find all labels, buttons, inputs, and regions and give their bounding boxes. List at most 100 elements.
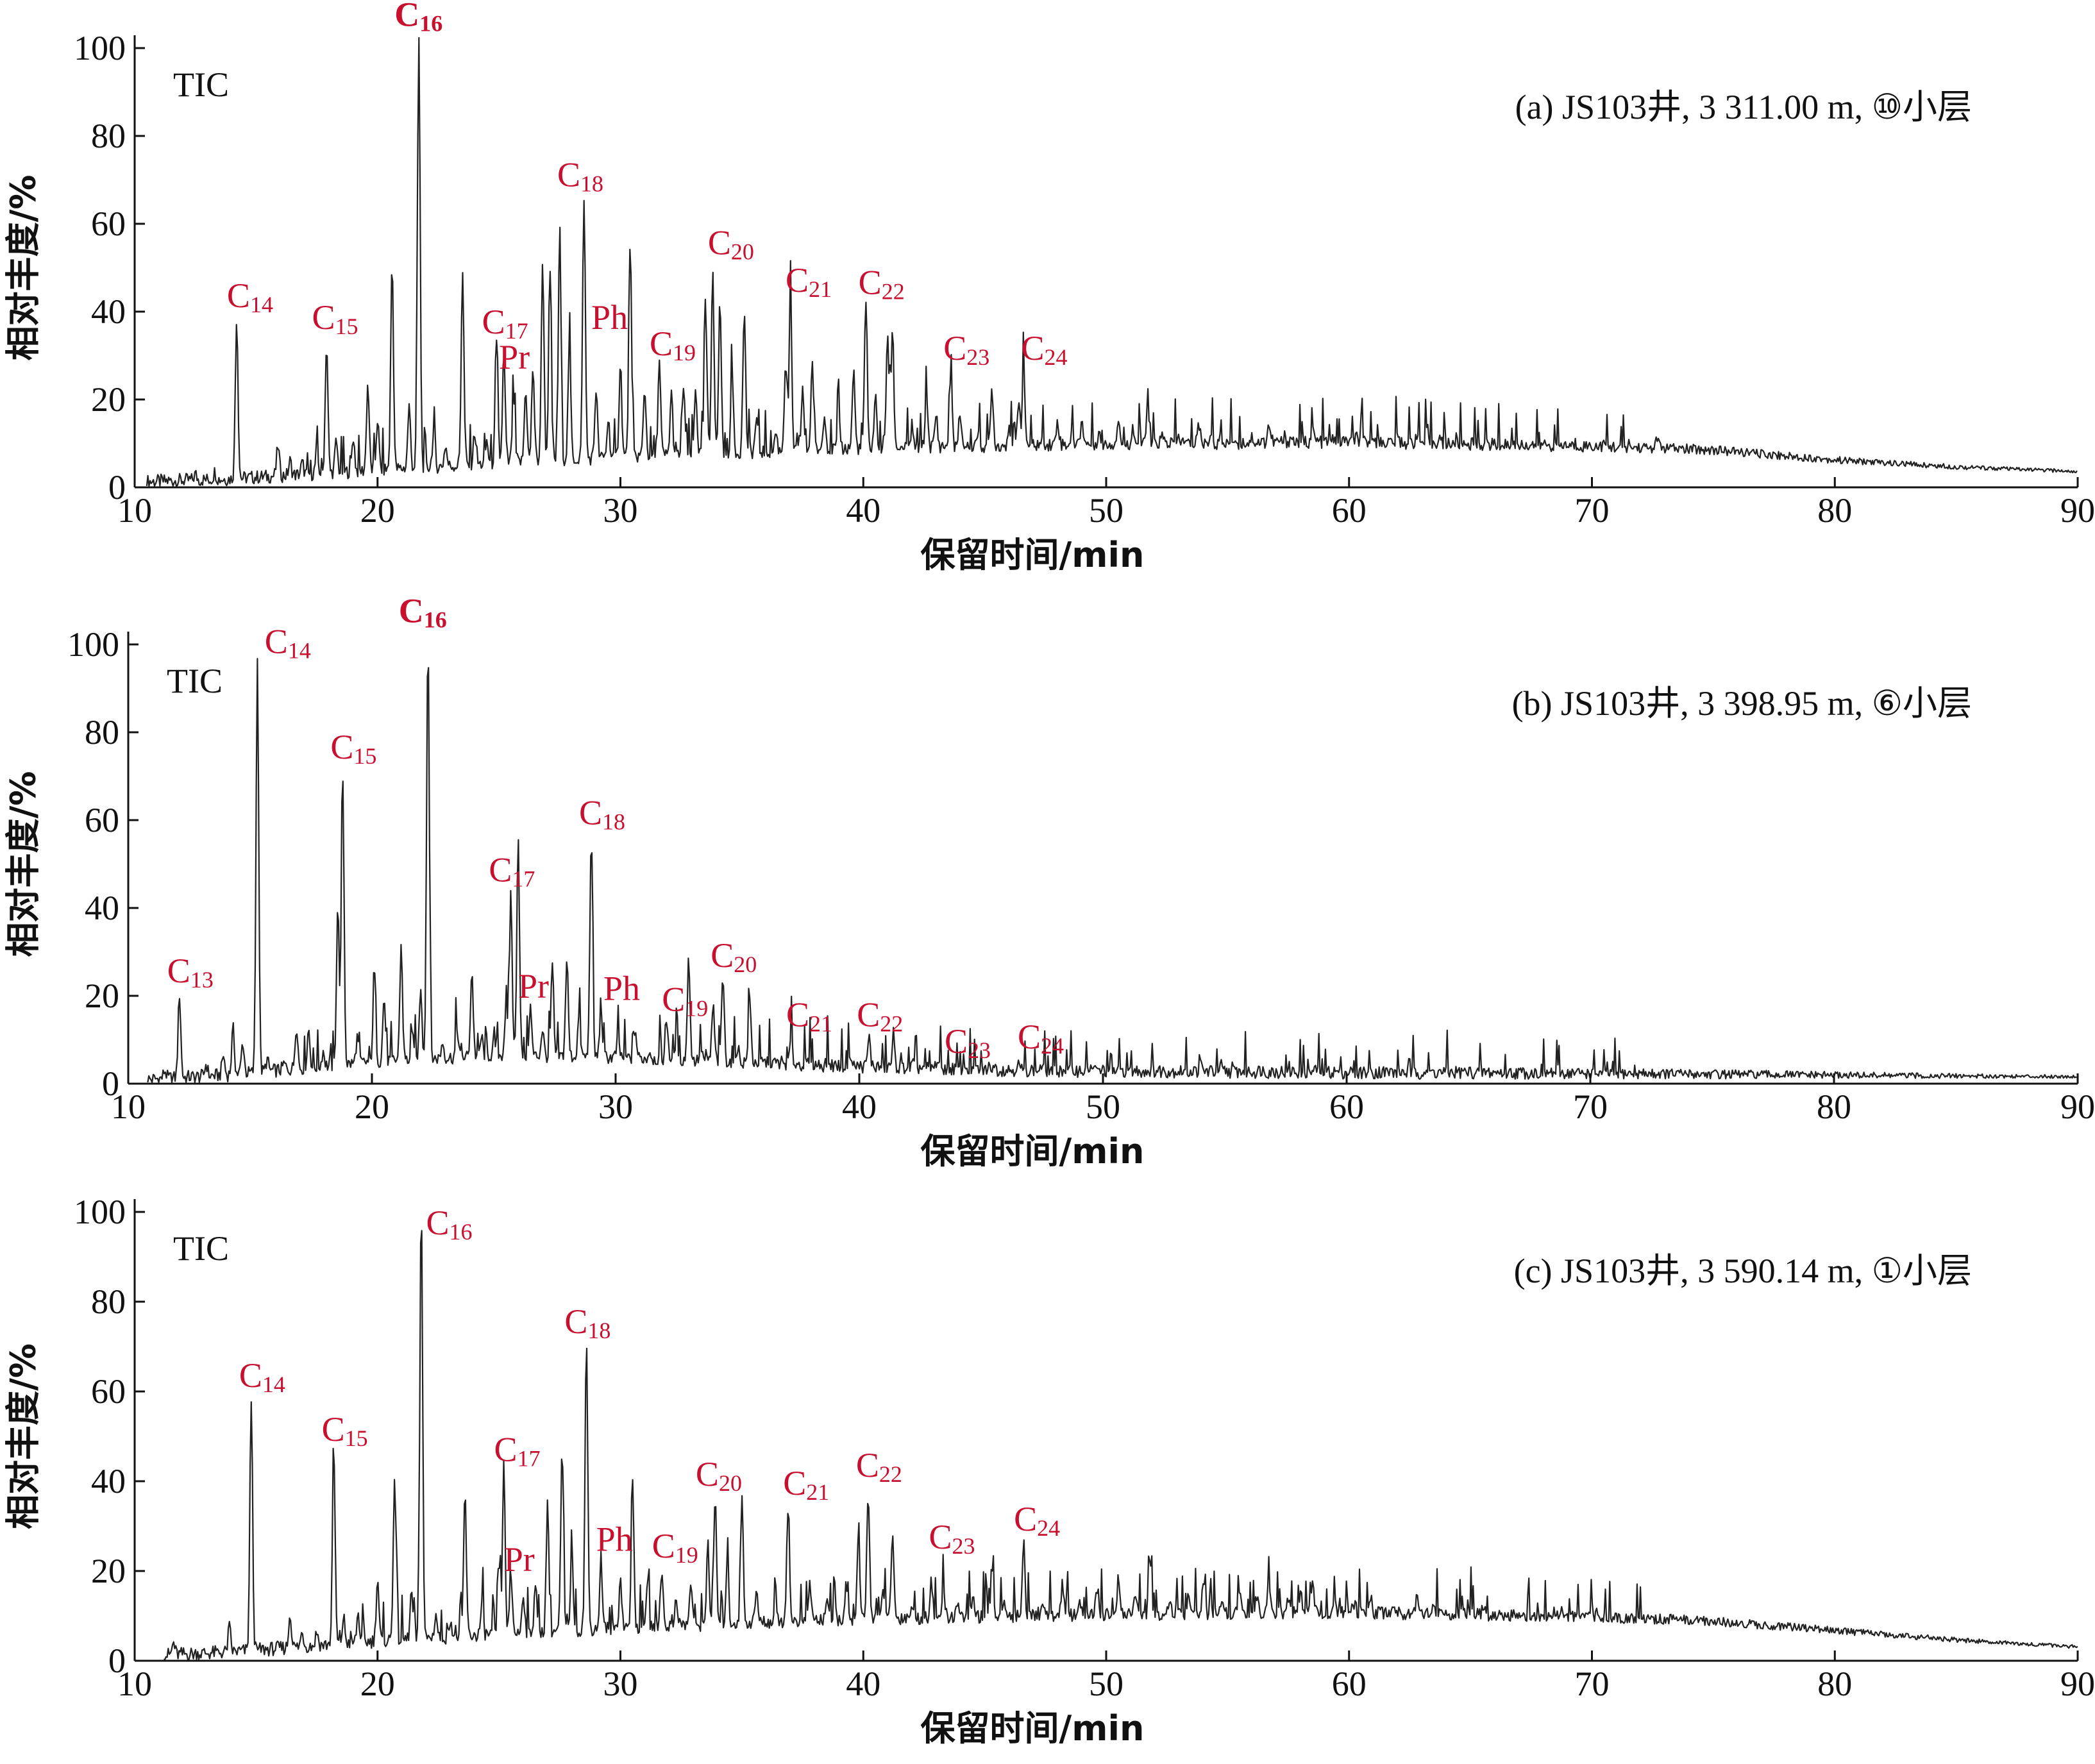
x-tick-label: 40 bbox=[842, 1088, 877, 1126]
x-tick-label: 70 bbox=[1575, 1665, 1610, 1703]
y-axis-label: 相对丰度/% bbox=[3, 1343, 44, 1529]
x-tick-label: 90 bbox=[2060, 1665, 2095, 1703]
peak-label: C20 bbox=[711, 936, 757, 977]
peak-label: C18 bbox=[557, 155, 603, 196]
y-tick-label: 80 bbox=[91, 1282, 126, 1321]
peak-label: Pr bbox=[499, 338, 530, 376]
peak-label: Ph bbox=[596, 1520, 633, 1559]
x-tick-label: 10 bbox=[111, 1088, 146, 1126]
x-tick-label: 30 bbox=[603, 1665, 638, 1703]
x-tick-label: 90 bbox=[2060, 1088, 2095, 1126]
peak-label: C23 bbox=[943, 329, 989, 370]
y-tick-label: 20 bbox=[91, 380, 126, 419]
peak-label: C23 bbox=[945, 1022, 991, 1063]
peak-label: C18 bbox=[564, 1302, 610, 1343]
trace-label: TIC bbox=[167, 662, 223, 700]
y-tick-label: 0 bbox=[108, 468, 126, 507]
y-tick-label: 0 bbox=[108, 1642, 126, 1680]
panel-title: (a) JS103井, 3 311.00 m, ⑩小层 bbox=[1515, 88, 1972, 126]
x-tick-label: 50 bbox=[1086, 1088, 1120, 1126]
x-tick-label: 30 bbox=[603, 491, 638, 530]
y-tick-label: 60 bbox=[85, 801, 119, 839]
peak-label: C22 bbox=[857, 996, 903, 1037]
x-tick-label: 90 bbox=[2060, 491, 2095, 530]
y-tick-label: 60 bbox=[91, 205, 126, 243]
y-tick-label: 40 bbox=[85, 889, 119, 927]
x-axis-label: 保留时间/min bbox=[921, 535, 1145, 575]
peak-label: C21 bbox=[786, 996, 832, 1037]
peak-label: C16 bbox=[426, 1204, 473, 1245]
peak-label: C15 bbox=[322, 1410, 368, 1451]
peak-label: C21 bbox=[786, 261, 832, 302]
peak-label: C13 bbox=[167, 952, 214, 993]
y-axis-label: 相对丰度/% bbox=[3, 771, 44, 957]
y-tick-label: 20 bbox=[85, 977, 119, 1015]
peak-label: C14 bbox=[227, 276, 273, 317]
y-tick-label: 100 bbox=[74, 29, 126, 67]
y-tick-label: 80 bbox=[91, 117, 126, 155]
y-tick-label: 20 bbox=[91, 1552, 126, 1590]
peak-label: C24 bbox=[1018, 1018, 1064, 1059]
peak-label: C19 bbox=[650, 324, 696, 365]
x-tick-label: 20 bbox=[360, 1665, 395, 1703]
chart-panel-c: 10 20 30 40 50 60 70 80 90 0 20 40 60 80 100 相对丰度/% 保留时间… bbox=[3, 1193, 2095, 1749]
peak-label: C17 bbox=[489, 851, 535, 892]
x-tick-label: 80 bbox=[1817, 1088, 1851, 1126]
peak-label: C20 bbox=[696, 1455, 742, 1496]
x-tick-label: 10 bbox=[117, 1665, 152, 1703]
tic-trace bbox=[147, 658, 2077, 1084]
peak-label: C24 bbox=[1021, 329, 1067, 370]
peak-label: C22 bbox=[859, 263, 905, 304]
peak-label: C15 bbox=[312, 298, 358, 339]
peak-label: C24 bbox=[1014, 1500, 1060, 1541]
y-tick-label: 80 bbox=[85, 713, 119, 752]
x-tick-label: 20 bbox=[360, 491, 395, 530]
x-tick-label: 20 bbox=[355, 1088, 389, 1126]
peak-label: C17 bbox=[494, 1431, 541, 1472]
peak-label: C18 bbox=[579, 794, 625, 835]
y-tick-label: 100 bbox=[74, 1193, 126, 1231]
panel-title: (b) JS103井, 3 398.95 m, ⑥小层 bbox=[1512, 684, 1972, 723]
peak-label: Pr bbox=[504, 1540, 535, 1579]
x-tick-label: 30 bbox=[598, 1088, 633, 1126]
x-tick-label: 60 bbox=[1329, 1088, 1364, 1126]
y-axis-label: 相对丰度/% bbox=[3, 175, 44, 361]
x-tick-label: 70 bbox=[1573, 1088, 1608, 1126]
y-tick-label: 40 bbox=[91, 292, 126, 331]
chart-panel-a: 10 20 30 40 50 60 70 80 90 0 20 40 60 80 100 相对丰度/% 保留时间… bbox=[3, 0, 2095, 575]
peak-label: Ph bbox=[603, 970, 640, 1008]
trace-label: TIC bbox=[173, 65, 229, 104]
x-tick-label: 40 bbox=[846, 1665, 880, 1703]
tic-trace bbox=[146, 37, 2078, 487]
panel-title: (c) JS103井, 3 590.14 m, ①小层 bbox=[1514, 1252, 1972, 1290]
y-tick-label: 60 bbox=[91, 1372, 126, 1411]
x-tick-label: 80 bbox=[1817, 1665, 1852, 1703]
peak-label: C23 bbox=[929, 1518, 975, 1559]
x-tick-label: 50 bbox=[1089, 1665, 1123, 1703]
peak-label: C19 bbox=[662, 980, 708, 1021]
peak-label: C16 bbox=[394, 0, 442, 36]
x-tick-label: 10 bbox=[117, 491, 152, 530]
x-tick-label: 60 bbox=[1332, 1665, 1367, 1703]
peak-label: C21 bbox=[783, 1464, 829, 1505]
peak-label: C15 bbox=[330, 728, 376, 769]
y-tick-label: 0 bbox=[102, 1064, 119, 1103]
peak-label: Ph bbox=[591, 298, 628, 337]
chart-panel-b: 10 20 30 40 50 60 70 80 90 0 20 40 60 80 100 相对丰度/% 保留时间… bbox=[3, 591, 2095, 1172]
peak-label: C14 bbox=[265, 622, 311, 663]
peak-label: C17 bbox=[482, 303, 528, 344]
peak-label: C22 bbox=[856, 1446, 902, 1487]
x-tick-label: 80 bbox=[1817, 491, 1852, 530]
peak-label: C19 bbox=[652, 1527, 698, 1568]
x-axis-label: 保留时间/min bbox=[921, 1708, 1145, 1749]
y-tick-label: 40 bbox=[91, 1462, 126, 1500]
peak-label: C14 bbox=[239, 1356, 285, 1397]
tic-trace bbox=[164, 1230, 2078, 1660]
x-tick-label: 40 bbox=[846, 491, 880, 530]
y-tick-label: 100 bbox=[67, 625, 119, 664]
peak-label: Pr bbox=[518, 967, 549, 1005]
x-tick-label: 50 bbox=[1089, 491, 1123, 530]
x-tick-label: 60 bbox=[1332, 491, 1367, 530]
x-axis-label: 保留时间/min bbox=[921, 1131, 1145, 1172]
